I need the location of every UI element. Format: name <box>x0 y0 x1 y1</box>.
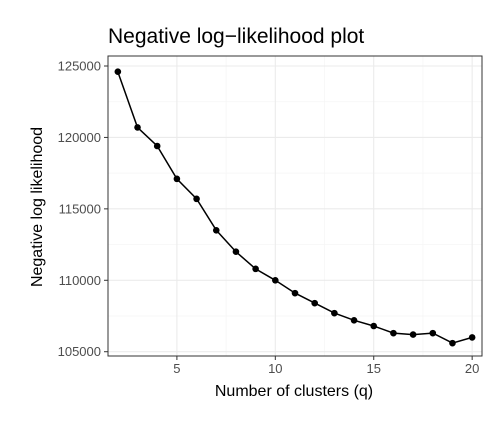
panel-border <box>107 55 483 357</box>
data-point <box>468 334 476 341</box>
data-point <box>272 276 279 284</box>
data-point <box>370 322 378 330</box>
data-point <box>153 142 161 150</box>
y-tick-label: 110000 <box>59 273 101 288</box>
y-tick-label: 120000 <box>58 130 101 145</box>
data-point <box>114 68 122 76</box>
data-point <box>134 124 141 131</box>
series-layer <box>114 68 476 347</box>
data-point <box>252 265 259 273</box>
data-point <box>331 309 338 317</box>
data-point <box>390 329 397 337</box>
data-point <box>291 289 299 297</box>
grid-lines <box>108 56 482 356</box>
x-axis-title: Number of clusters (q) <box>215 383 373 400</box>
data-point <box>193 195 200 203</box>
y-axis-title: Negative log likelihood <box>29 127 46 287</box>
axes: 5 10 15 20 105000 110000 115000 120000 125000 <box>58 59 480 377</box>
data-point <box>311 299 318 307</box>
data-point <box>350 316 358 324</box>
data-point <box>212 226 220 234</box>
series-line <box>117 71 473 344</box>
y-tick-label: 115000 <box>59 201 101 216</box>
data-point <box>173 175 181 183</box>
x-tick-label: 10 <box>268 361 282 376</box>
data-point <box>232 248 240 256</box>
y-tick-label: 125000 <box>58 59 101 74</box>
x-tick-label: 15 <box>367 361 381 376</box>
data-point <box>429 329 437 337</box>
data-point <box>409 331 417 338</box>
y-tick-label: 105000 <box>58 344 101 359</box>
x-tick-label: 5 <box>173 361 180 376</box>
chart-title: Negative log−likelihood plot <box>108 25 364 48</box>
x-tick-label: 20 <box>465 361 479 376</box>
data-point <box>449 339 456 347</box>
